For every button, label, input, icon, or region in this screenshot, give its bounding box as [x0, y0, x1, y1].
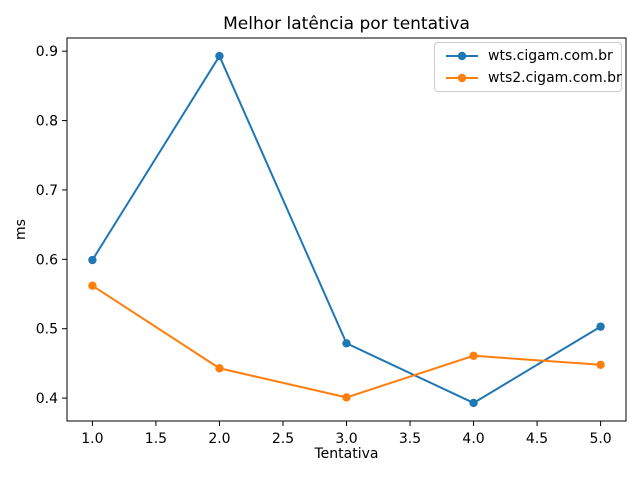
data-point-marker [469, 398, 478, 408]
legend-item: wts2.cigam.com.br [445, 68, 622, 88]
legend-line-marker-sample [446, 73, 478, 83]
y-axis-label: ms [13, 219, 29, 240]
data-point-marker [342, 393, 351, 402]
x-tick-label: 2.5 [272, 431, 294, 447]
x-tick-label: 5.0 [589, 431, 611, 447]
data-point-marker [88, 255, 97, 265]
y-tick-label: 0.5 [36, 322, 58, 338]
x-tick-label: 1.0 [81, 431, 103, 447]
data-point-marker [596, 360, 605, 369]
x-tick-label: 4.0 [462, 431, 484, 447]
legend-label: wts2.cigam.com.br [488, 70, 622, 86]
x-tick-label: 3.5 [399, 431, 421, 447]
data-point-marker [215, 364, 224, 373]
legend: wts.cigam.com.br wts2.cigam.com.br [434, 42, 622, 92]
chart-title: Melhor latência por tentativa [223, 14, 470, 34]
legend-item: wts.cigam.com.br [445, 46, 615, 66]
series-line-0 [91, 53, 602, 405]
data-point-marker [469, 351, 478, 360]
plot-area: 1.0 1.5 2.0 2.5 3.0 3.5 4.0 4.5 5.0 0.4 0.5 0.6 0.7 0… [36, 37, 627, 447]
y-tick-label: 0.6 [36, 252, 58, 268]
y-tick-label: 0.9 [36, 44, 58, 60]
legend-marker-icon [457, 73, 467, 83]
data-point-marker [596, 322, 605, 331]
x-tick-label: 3.0 [335, 431, 357, 447]
legend-marker-icon [457, 51, 467, 61]
y-tick-label: 0.7 [36, 183, 58, 199]
legend-label: wts.cigam.com.br [488, 48, 613, 64]
data-point-marker [88, 281, 97, 290]
legend-line-marker-sample [446, 51, 478, 61]
axes-spines [66, 37, 627, 422]
x-axis-label: Tentativa [314, 446, 379, 462]
data-point-marker [215, 51, 224, 61]
y-tick-label: 0.4 [36, 391, 58, 407]
data-point-marker [342, 339, 351, 348]
x-tick-label: 1.5 [145, 431, 167, 447]
x-tick-label: 4.5 [526, 431, 548, 447]
x-tick-label: 2.0 [208, 431, 230, 447]
y-tick-label: 0.8 [36, 114, 58, 130]
